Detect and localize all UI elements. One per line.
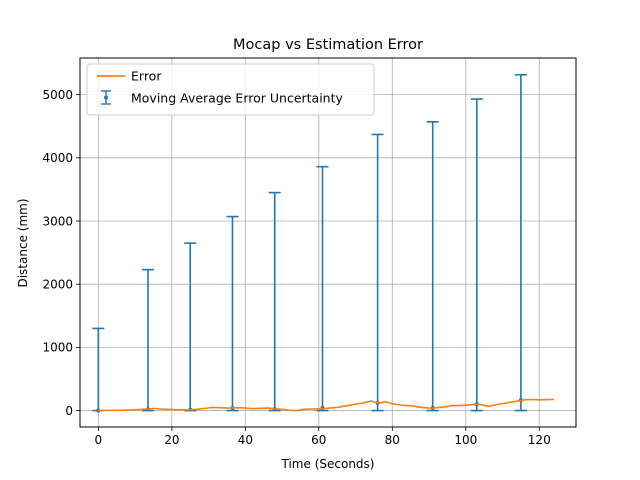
plot-frame (79, 57, 577, 428)
y-tick-label: 1000 (42, 341, 73, 355)
legend: Error Moving Average Error Uncertainty (86, 63, 375, 116)
y-tick-label: 5000 (42, 88, 73, 102)
x-tick-label: 20 (164, 433, 179, 447)
y-tick-label: 2000 (42, 278, 73, 292)
y-tick-label: 3000 (42, 214, 73, 228)
x-tick-label: 60 (311, 433, 326, 447)
y-axis: 0 1000 2000 3000 4000 5000 (42, 88, 80, 418)
y-tick-label: 0 (65, 404, 73, 418)
plot-background (80, 58, 576, 427)
errorbar (226, 215, 239, 412)
x-axis: 0 20 40 60 80 100 120 (95, 427, 551, 447)
x-tick-label: 40 (238, 433, 253, 447)
x-axis-label: Time (Seconds) (281, 457, 375, 471)
series-line-error (98, 398, 554, 412)
x-tick-label: 80 (385, 433, 400, 447)
plot-area (79, 57, 577, 428)
errorbar (426, 121, 439, 412)
legend-label-error: Error (131, 69, 162, 84)
x-tick-label: 0 (95, 433, 103, 447)
x-tick-label: 100 (454, 433, 477, 447)
errorbar (470, 98, 483, 412)
legend-errorbar-point (104, 95, 108, 100)
chart-title: Mocap vs Estimation Error (233, 37, 423, 53)
errorbar (184, 242, 197, 412)
legend-swatch-uncertainty (101, 90, 111, 105)
legend-box (86, 63, 375, 116)
y-axis-label: Distance (mm) (16, 198, 30, 287)
legend-label-uncertainty: Moving Average Error Uncertainty (131, 91, 344, 106)
y-tick-label: 4000 (42, 151, 73, 165)
series-layer (92, 73, 554, 413)
x-tick-label: 120 (528, 433, 551, 447)
